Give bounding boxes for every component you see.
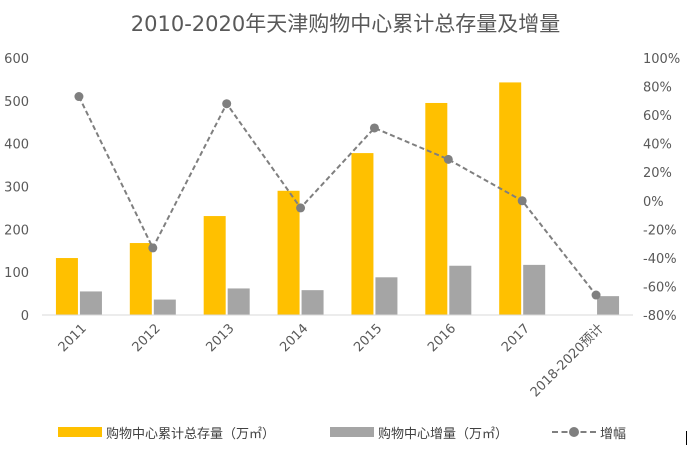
bar-increment bbox=[449, 265, 472, 315]
bar-stock bbox=[351, 153, 374, 315]
y-left-tick-label: 100 bbox=[4, 266, 29, 281]
legend-swatch-stock bbox=[58, 427, 102, 437]
legend-label-growth: 增幅 bbox=[600, 426, 627, 442]
bar-stock bbox=[499, 82, 522, 315]
bar-stock bbox=[277, 190, 300, 315]
legend-item-stock: 购物中心累计总存量（万㎡） bbox=[58, 421, 275, 443]
y-left-tick-label: 600 bbox=[4, 52, 29, 67]
text-cursor bbox=[686, 431, 687, 445]
bar-stock bbox=[55, 258, 78, 315]
bar-increment bbox=[523, 264, 546, 315]
growth-point bbox=[296, 203, 306, 213]
bar-increment bbox=[153, 299, 176, 315]
legend-item-growth: 增幅 bbox=[552, 421, 626, 443]
y-right-tick-label: -60% bbox=[643, 280, 677, 295]
bar-stock bbox=[425, 102, 448, 315]
y-left-tick-label: 200 bbox=[4, 223, 29, 238]
y-right-tick-label: -80% bbox=[643, 309, 677, 324]
legend-swatch-increment bbox=[330, 427, 374, 437]
y-left-tick-label: 400 bbox=[4, 138, 29, 153]
growth-point bbox=[74, 92, 84, 102]
x-tick-label: 2015 bbox=[351, 321, 385, 355]
bar-increment bbox=[227, 288, 250, 315]
x-tick-label: 2011 bbox=[56, 321, 90, 355]
x-tick-label: 2018-2020预计 bbox=[528, 321, 607, 400]
growth-line bbox=[78, 96, 597, 296]
chart-title: 2010-2020年天津购物中心累计总存量及增量 bbox=[130, 12, 561, 36]
y-right-tick-label: 60% bbox=[643, 109, 672, 124]
y-right-tick-label: 80% bbox=[643, 81, 672, 96]
bar-increment bbox=[375, 277, 398, 315]
bar-increment bbox=[301, 290, 324, 315]
legend-label-increment: 购物中心增量（万㎡） bbox=[378, 426, 509, 442]
x-tick-label: 2017 bbox=[499, 321, 533, 355]
bar-increment bbox=[79, 291, 102, 315]
growth-point bbox=[222, 99, 232, 109]
bar-stock bbox=[203, 216, 226, 315]
y-left-tick-label: 300 bbox=[4, 181, 29, 196]
bar-stock bbox=[129, 243, 152, 315]
y-right-tick-label: -40% bbox=[643, 252, 677, 267]
bar-increment bbox=[597, 296, 620, 315]
growth-point bbox=[591, 290, 601, 300]
legend-item-increment: 购物中心增量（万㎡） bbox=[330, 421, 508, 443]
x-tick-label: 2014 bbox=[277, 321, 311, 355]
growth-point bbox=[443, 154, 453, 164]
y-right-tick-label: 100% bbox=[643, 52, 680, 67]
legend-label-stock: 购物中心累计总存量（万㎡） bbox=[106, 426, 276, 442]
y-right-tick-label: -20% bbox=[643, 223, 677, 238]
legend-swatch-growth bbox=[552, 426, 596, 438]
x-tick-label: 2012 bbox=[130, 321, 164, 355]
legend: 购物中心累计总存量（万㎡） 购物中心增量（万㎡） 增幅 bbox=[0, 421, 691, 443]
growth-point bbox=[369, 123, 379, 133]
x-tick-label: 2013 bbox=[204, 321, 238, 355]
y-right-tick-label: 0% bbox=[643, 195, 664, 210]
y-right-tick-label: 20% bbox=[643, 166, 672, 181]
growth-point bbox=[517, 196, 527, 206]
y-left-tick-label: 500 bbox=[4, 95, 29, 110]
x-tick-label: 2016 bbox=[425, 321, 459, 355]
growth-point bbox=[148, 243, 158, 253]
y-right-tick-label: 40% bbox=[643, 138, 672, 153]
y-left-tick-label: 0 bbox=[21, 309, 29, 324]
